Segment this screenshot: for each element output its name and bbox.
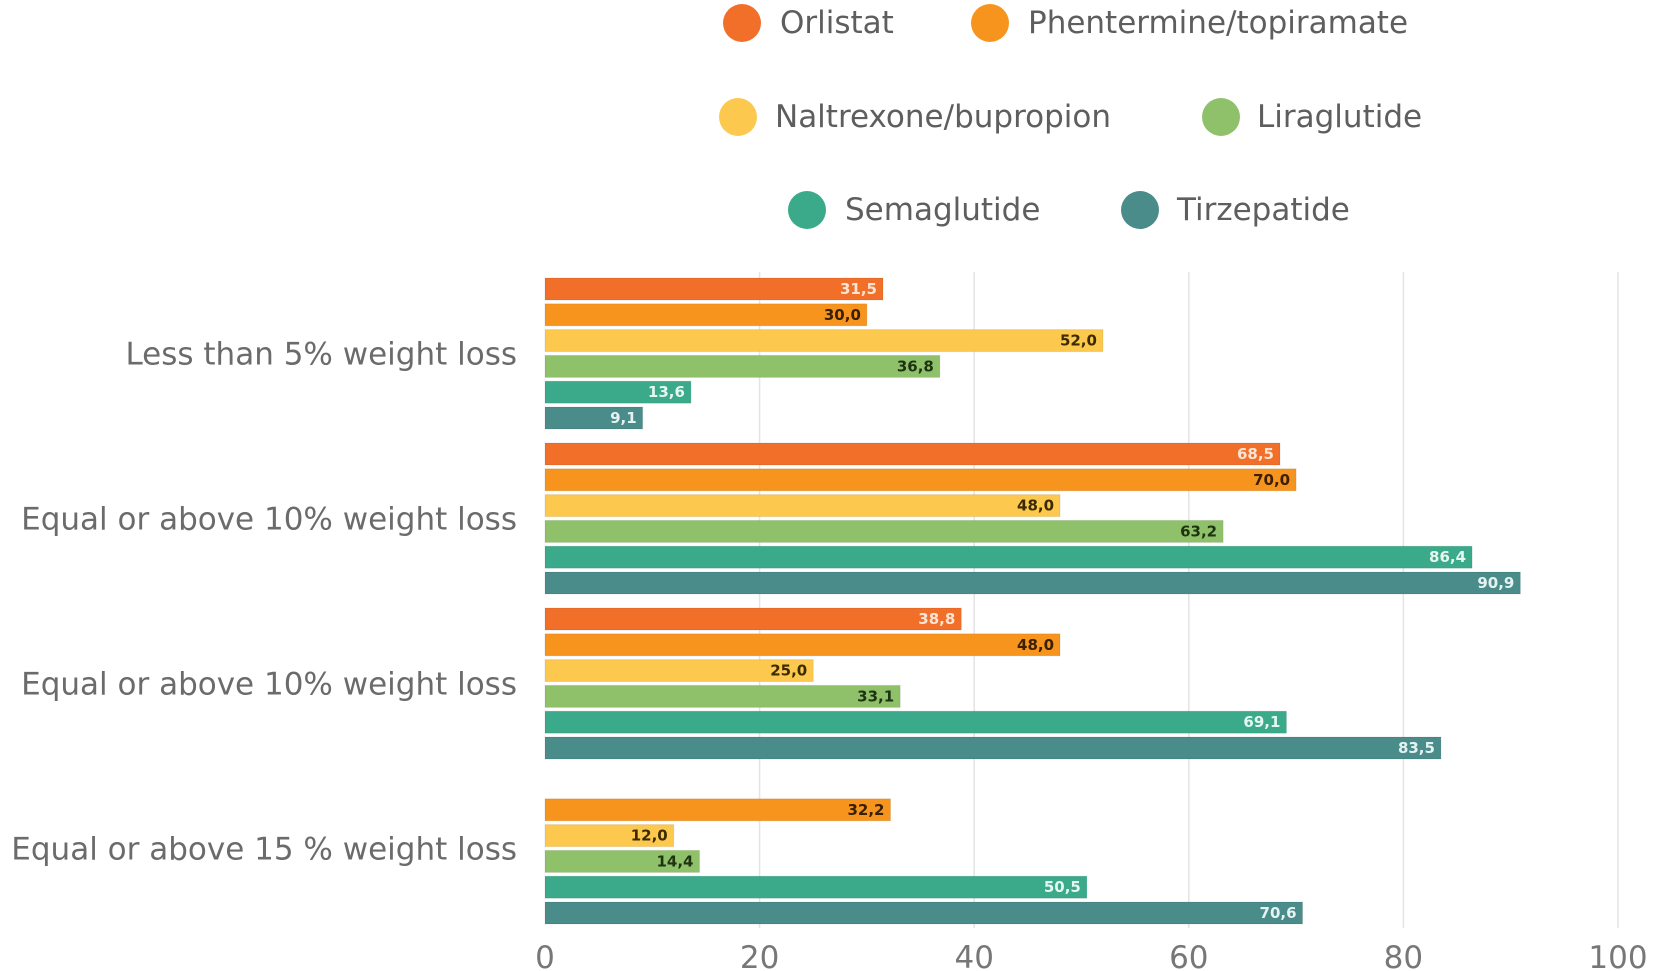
legend: Orlistat Phentermine/topiramate Naltrexone… (719, 4, 1422, 229)
data-label: 48,0 (1017, 636, 1054, 654)
legend-label: Semaglutide (845, 192, 1040, 228)
data-label: 63,2 (1180, 522, 1217, 540)
bar-naltrexone-bupropion (544, 329, 1104, 353)
data-label: 86,4 (1429, 548, 1466, 566)
legend-label: Phentermine/topiramate (1028, 5, 1408, 41)
data-label: 69,1 (1243, 713, 1280, 731)
data-label: 52,0 (1060, 332, 1097, 350)
bar-phentermine-topiramate (544, 468, 1297, 492)
legend-label: Tirzepatide (1176, 192, 1350, 228)
legend-marker-liraglutide (1202, 98, 1240, 136)
bars: 31,5 30,0 52,0 36,8 13,6 9,1 68,5 70,0 48,0 63,2 8… (544, 277, 1521, 925)
x-tick-label: 0 (535, 940, 555, 971)
data-label: 70,6 (1260, 904, 1297, 922)
x-tick-label: 60 (1169, 940, 1208, 971)
data-label: 36,8 (897, 357, 934, 375)
x-tick-label: 20 (740, 940, 779, 971)
x-tick-label: 40 (954, 940, 993, 971)
x-tick-label: 100 (1588, 940, 1647, 971)
bar-tirzepatide (544, 406, 644, 430)
legend-label: Liraglutide (1257, 99, 1422, 135)
legend-marker-phentermine-topiramate (971, 4, 1009, 42)
legend-label: Naltrexone/bupropion (775, 99, 1111, 135)
legend-marker-naltrexone-bupropion (719, 98, 757, 136)
bar-orlistat (544, 442, 1281, 466)
category-label: Equal or above 15 % weight loss (11, 832, 517, 868)
data-label: 70,0 (1253, 471, 1290, 489)
bar-phentermine-topiramate (544, 798, 892, 822)
bar-semaglutide (544, 380, 692, 404)
data-label: 50,5 (1044, 878, 1081, 896)
bar-naltrexone-bupropion (544, 824, 675, 848)
data-label: 25,0 (770, 662, 807, 680)
category-label: Equal or above 10% weight loss (21, 502, 517, 538)
legend-marker-tirzepatide (1121, 191, 1159, 229)
bar-tirzepatide (544, 571, 1521, 595)
legend-label: Orlistat (780, 5, 894, 41)
bar-liraglutide (544, 684, 901, 708)
category-label: Less than 5% weight loss (125, 337, 517, 373)
legend-marker-semaglutide (788, 191, 826, 229)
data-label: 90,9 (1477, 574, 1514, 592)
data-label: 12,0 (631, 827, 668, 845)
bar-tirzepatide (544, 736, 1442, 760)
bar-naltrexone-bupropion (544, 659, 814, 683)
bar-liraglutide (544, 519, 1224, 543)
bar-orlistat (544, 277, 884, 301)
category-label: Equal or above 10% weight loss (21, 667, 517, 703)
x-axis-ticks: 0 20 40 60 80 100 (535, 940, 1647, 971)
bar-phentermine-topiramate (544, 303, 868, 327)
bar-tirzepatide (544, 901, 1304, 925)
bar-phentermine-topiramate (544, 633, 1061, 657)
data-label: 31,5 (840, 280, 877, 298)
category-labels: Less than 5% weight loss Equal or above 1… (11, 337, 517, 868)
bar-semaglutide (544, 545, 1473, 569)
data-label: 38,8 (918, 610, 955, 628)
data-label: 33,1 (857, 687, 894, 705)
data-label: 14,4 (656, 852, 693, 870)
legend-marker-orlistat (723, 4, 761, 42)
bar-liraglutide (544, 354, 941, 378)
data-label: 30,0 (824, 306, 861, 324)
data-label: 9,1 (610, 409, 637, 427)
data-label: 83,5 (1398, 739, 1435, 757)
bar-orlistat (544, 607, 962, 631)
data-label: 32,2 (847, 801, 884, 819)
data-label: 13,6 (648, 383, 685, 401)
bar-semaglutide (544, 710, 1287, 734)
bar-liraglutide (544, 849, 701, 873)
data-label: 68,5 (1237, 445, 1274, 463)
bar-naltrexone-bupropion (544, 494, 1061, 518)
bar-semaglutide (544, 875, 1088, 899)
data-label: 48,0 (1017, 497, 1054, 515)
x-tick-label: 80 (1384, 940, 1423, 971)
